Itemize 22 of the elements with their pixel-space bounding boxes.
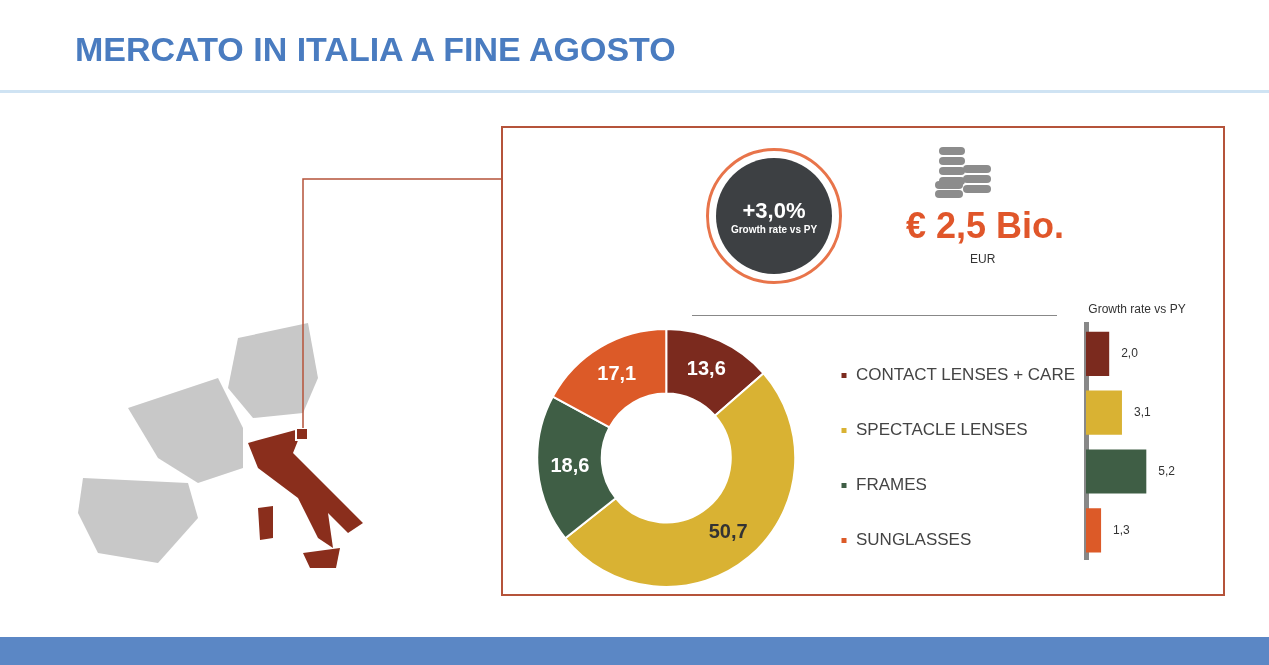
- data-label: 1,3: [1113, 522, 1131, 537]
- legend-label: SUNGLASSES: [856, 530, 972, 550]
- text: Growth rate vs PY: [730, 223, 818, 235]
- bar: [1086, 331, 1110, 376]
- legend-label: CONTACT LENSES + CARE: [856, 365, 1076, 385]
- text: EUR: [970, 252, 996, 266]
- bar: [1086, 449, 1147, 494]
- legend-label: SPECTACLE LENSES: [856, 420, 1028, 440]
- text: € 2,5 Bio.: [906, 205, 1065, 247]
- bar: [1086, 390, 1122, 435]
- data-label: 17,1: [597, 362, 637, 385]
- data-label: 2,0: [1121, 346, 1139, 361]
- chart-title: Growth rate vs PY: [1088, 301, 1186, 316]
- data-label: 3,1: [1133, 404, 1151, 419]
- text: +3,0%: [742, 197, 806, 224]
- data-label: 50,7: [708, 519, 748, 542]
- data-label: 18,6: [550, 454, 590, 477]
- data-label: 5,2: [1158, 463, 1176, 478]
- legend-label: FRAMES: [856, 475, 927, 495]
- data-label: 13,6: [686, 357, 726, 380]
- text: MERCATO IN ITALIA A FINE AGOSTO: [75, 30, 676, 69]
- bar: [1086, 508, 1102, 553]
